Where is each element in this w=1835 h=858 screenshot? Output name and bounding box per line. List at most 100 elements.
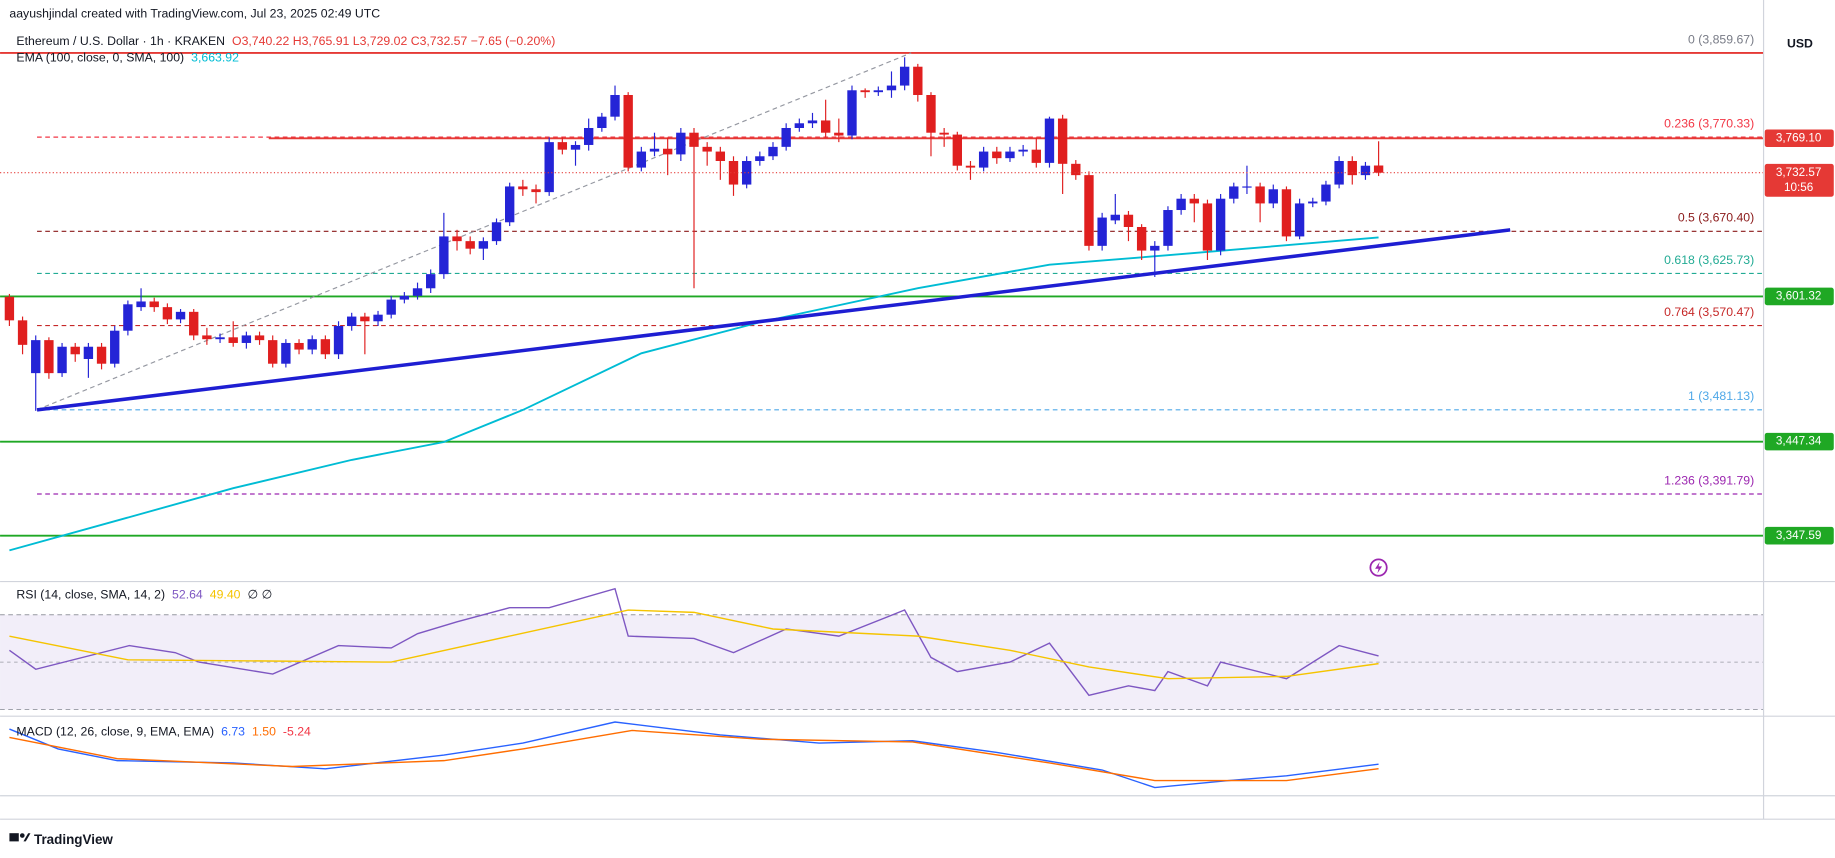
currency: USD	[1787, 37, 1813, 51]
candle-body	[1176, 198, 1186, 211]
candle-body	[1057, 118, 1068, 164]
candle-body	[965, 165, 976, 168]
candle-body	[189, 311, 199, 336]
candle-body	[1189, 198, 1199, 204]
candle-body	[426, 274, 436, 289]
candle-body	[728, 160, 739, 185]
price-badge-label: 3,601.32	[1776, 290, 1822, 303]
candle-body	[899, 66, 910, 86]
candle-body	[412, 288, 423, 296]
candle-body	[978, 151, 989, 168]
ema-title: EMA (100, close, 0, SMA, 100)	[16, 51, 184, 65]
candle-body	[1281, 189, 1292, 237]
candle-body	[96, 346, 107, 364]
candle-body	[478, 241, 489, 249]
logo-mark	[19, 833, 25, 838]
candle-body	[676, 132, 686, 155]
candle-body	[992, 151, 1002, 159]
fib-connector	[36, 52, 912, 411]
candle-body	[1163, 210, 1173, 246]
replay-icon[interactable]	[1369, 558, 1388, 577]
macd-title: MACD (12, 26, close, 9, EMA, EMA)	[16, 725, 214, 739]
candle-body	[1255, 186, 1265, 204]
candle-body	[702, 146, 712, 152]
candle-body	[939, 132, 949, 135]
indicator-line	[9, 609, 1379, 680]
candle-body	[1071, 163, 1081, 176]
rsi-legend: RSI (14, close, SMA, 14, 2) 52.64 49.40 ∅ ∅	[16, 588, 272, 602]
histogram-value: -5.24	[283, 725, 311, 739]
candle-body	[741, 160, 752, 185]
candle-body	[1268, 189, 1278, 204]
candle-body	[1360, 165, 1371, 176]
candle-body	[1097, 217, 1107, 246]
candle-body	[926, 94, 936, 133]
candle-body	[83, 346, 94, 359]
ema-line	[9, 236, 1379, 552]
candle-body	[544, 142, 554, 193]
fib-label: 0.618 (3,625.73)	[1664, 253, 1754, 267]
macd-legend: MACD (12, 26, close, 9, EMA, EMA) 6.73 1.5…	[16, 725, 311, 739]
macd-value: 6.73	[221, 725, 245, 739]
candle-body	[254, 335, 265, 341]
price-badge	[1764, 163, 1834, 197]
candle-body	[689, 132, 699, 147]
icon-bolt[interactable]	[1375, 561, 1383, 574]
candle-body	[1110, 214, 1120, 221]
candle-body	[1294, 203, 1305, 237]
indicator-line	[9, 729, 1379, 782]
candle-body	[465, 241, 475, 249]
candle-body	[110, 330, 120, 364]
icon-circle[interactable]	[1369, 558, 1388, 577]
candle-body	[860, 90, 870, 93]
candle-body	[491, 222, 502, 242]
candle-body	[399, 295, 410, 300]
candle-body	[307, 339, 317, 350]
candle-body	[781, 127, 791, 147]
candle-body	[1031, 149, 1041, 163]
price-badge-label: 3,769.10	[1776, 131, 1822, 144]
candle-body	[715, 151, 726, 161]
author-line: aayushjindal created with TradingView.co…	[9, 6, 380, 20]
trend-line	[36, 228, 1511, 412]
candle-body	[1373, 165, 1384, 173]
candle-body	[636, 151, 647, 168]
candle-body	[807, 120, 818, 124]
price-countdown: 10:56	[1784, 181, 1813, 194]
candle-body	[386, 299, 396, 315]
candle-body	[320, 339, 331, 355]
candle-body	[123, 304, 133, 331]
price-badge	[1764, 287, 1834, 306]
marks-layer	[0, 51, 1764, 789]
price-badge	[1764, 526, 1834, 545]
candle-body	[1229, 186, 1239, 199]
candle-body	[202, 335, 212, 340]
candle-body	[1215, 198, 1226, 251]
candle-body	[597, 116, 607, 128]
price-badge-label: 3,447.34	[1776, 435, 1822, 448]
candle-body	[873, 90, 884, 93]
candle-body	[439, 236, 449, 275]
candle-body	[1123, 214, 1134, 227]
fib-label: 1.236 (3,391.79)	[1664, 473, 1754, 487]
candle-body	[913, 66, 923, 95]
footer-brand: TradingView	[34, 832, 113, 847]
candle-body	[610, 94, 620, 117]
candle-body	[70, 346, 80, 355]
candle-body	[1018, 149, 1028, 152]
footer-logo: TradingView	[9, 832, 113, 847]
fib-label: 0.236 (3,770.33)	[1664, 116, 1754, 130]
candle-body	[1334, 160, 1344, 185]
candle-body	[281, 342, 291, 364]
candle-body	[623, 94, 633, 168]
rsi-title: RSI (14, close, SMA, 14, 2)	[16, 588, 165, 602]
candle-body	[662, 148, 673, 155]
ema-value: 3,663.92	[191, 51, 239, 65]
symbol-legend: Ethereum / U.S. Dollar · 1h · KRAKEN O3,7…	[16, 34, 555, 48]
axes-layer	[0, 0, 1835, 820]
candle-body	[531, 189, 541, 193]
chart-title: Ethereum / U.S. Dollar · 1h · KRAKEN	[16, 34, 225, 48]
